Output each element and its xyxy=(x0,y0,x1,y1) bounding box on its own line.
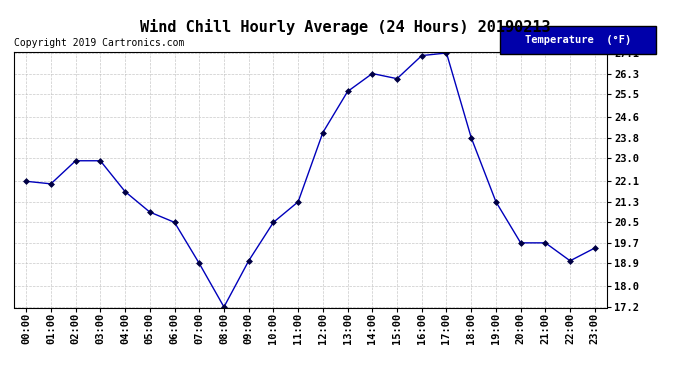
Text: Copyright 2019 Cartronics.com: Copyright 2019 Cartronics.com xyxy=(14,38,184,48)
Text: Wind Chill Hourly Average (24 Hours) 20190213: Wind Chill Hourly Average (24 Hours) 201… xyxy=(139,19,551,35)
Text: Temperature  (°F): Temperature (°F) xyxy=(525,35,631,45)
